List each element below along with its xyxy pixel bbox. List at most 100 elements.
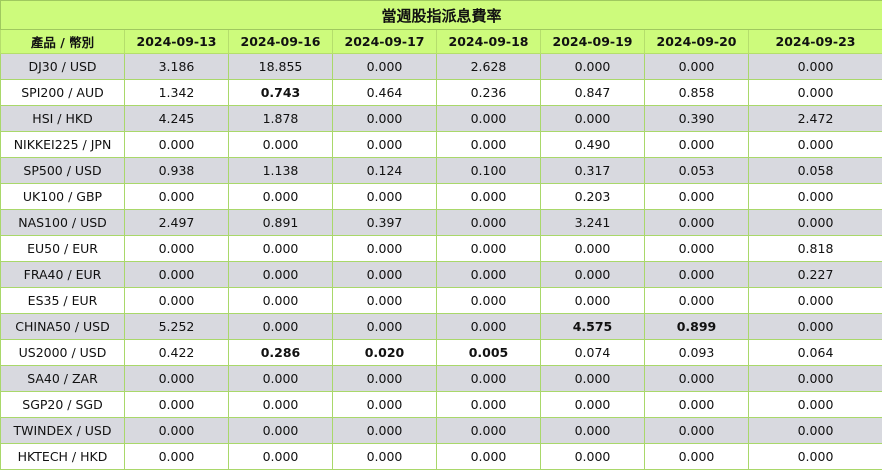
header-date: 2024-09-20: [645, 30, 749, 54]
rate-cell: 0.000: [125, 184, 229, 210]
rate-cell: 0.000: [229, 184, 333, 210]
rate-cell: 0.000: [437, 236, 541, 262]
rate-cell: 0.000: [229, 288, 333, 314]
rate-cell: 0.000: [437, 132, 541, 158]
product-cell: ES35 / EUR: [1, 288, 125, 314]
rate-cell: 0.000: [125, 288, 229, 314]
header-date: 2024-09-23: [749, 30, 882, 54]
rate-cell: 0.020: [333, 340, 437, 366]
rate-cell: 0.000: [541, 262, 645, 288]
rate-cell: 0.000: [229, 262, 333, 288]
header-row: 產品 / 幣別 2024-09-13 2024-09-16 2024-09-17…: [1, 30, 882, 54]
rate-cell: 0.000: [749, 314, 882, 340]
rate-cell: 0.000: [125, 392, 229, 418]
rate-cell: 0.891: [229, 210, 333, 236]
rate-cell: 0.000: [229, 366, 333, 392]
rate-cell: 0.743: [229, 80, 333, 106]
rate-cell: 0.074: [541, 340, 645, 366]
rate-cell: 0.000: [437, 392, 541, 418]
rate-cell: 0.000: [229, 444, 333, 470]
rate-cell: 0.000: [645, 444, 749, 470]
product-cell: HSI / HKD: [1, 106, 125, 132]
rate-cell: 0.203: [541, 184, 645, 210]
rate-cell: 0.000: [333, 314, 437, 340]
rate-cell: 3.186: [125, 54, 229, 80]
rate-cell: 0.000: [541, 236, 645, 262]
rate-cell: 0.464: [333, 80, 437, 106]
product-cell: TWINDEX / USD: [1, 418, 125, 444]
rate-cell: 0.000: [749, 184, 882, 210]
header-product: 產品 / 幣別: [1, 30, 125, 54]
rate-cell: 0.000: [541, 54, 645, 80]
rate-cell: 0.000: [645, 184, 749, 210]
rate-cell: 2.472: [749, 106, 882, 132]
rate-cell: 0.858: [645, 80, 749, 106]
rate-cell: 0.000: [749, 418, 882, 444]
rate-cell: 0.053: [645, 158, 749, 184]
rate-cell: 0.124: [333, 158, 437, 184]
rate-cell: 2.628: [437, 54, 541, 80]
product-cell: NIKKEI225 / JPN: [1, 132, 125, 158]
rate-cell: 0.000: [229, 132, 333, 158]
rate-cell: 0.000: [229, 418, 333, 444]
rate-cell: 0.000: [645, 132, 749, 158]
rate-cell: 0.000: [437, 314, 541, 340]
rate-cell: 0.000: [541, 392, 645, 418]
rate-cell: 5.252: [125, 314, 229, 340]
rate-cell: 4.575: [541, 314, 645, 340]
rate-cell: 0.000: [645, 288, 749, 314]
rate-cell: 0.397: [333, 210, 437, 236]
rate-cell: 0.000: [125, 236, 229, 262]
rate-cell: 0.000: [229, 314, 333, 340]
rate-cell: 0.000: [437, 262, 541, 288]
rate-cell: 0.064: [749, 340, 882, 366]
rate-cell: 0.317: [541, 158, 645, 184]
rate-cell: 0.093: [645, 340, 749, 366]
rate-cell: 0.390: [645, 106, 749, 132]
header-date: 2024-09-17: [333, 30, 437, 54]
rate-cell: 0.000: [541, 288, 645, 314]
rate-cell: 0.000: [645, 210, 749, 236]
rate-cell: 0.000: [645, 262, 749, 288]
table-title: 當週股指派息費率: [1, 1, 882, 30]
rate-cell: 0.000: [333, 184, 437, 210]
rate-cell: 0.000: [437, 418, 541, 444]
rate-cell: 0.899: [645, 314, 749, 340]
rate-cell: 0.000: [645, 236, 749, 262]
rate-cell: 0.227: [749, 262, 882, 288]
rate-cell: 0.938: [125, 158, 229, 184]
rate-cell: 0.000: [333, 288, 437, 314]
rate-cell: 0.000: [333, 444, 437, 470]
rate-cell: 0.000: [125, 418, 229, 444]
rate-cell: 0.100: [437, 158, 541, 184]
rate-cell: 0.847: [541, 80, 645, 106]
product-cell: DJ30 / USD: [1, 54, 125, 80]
rate-cell: 0.000: [437, 444, 541, 470]
rate-cell: 0.000: [333, 262, 437, 288]
rate-cell: 0.000: [749, 444, 882, 470]
rate-cell: 0.000: [437, 210, 541, 236]
rate-cell: 0.000: [437, 184, 541, 210]
rate-cell: 2.497: [125, 210, 229, 236]
rate-cell: 0.000: [749, 54, 882, 80]
rate-cell: 0.000: [229, 236, 333, 262]
rate-cell: 0.000: [333, 418, 437, 444]
rate-cell: 0.000: [333, 366, 437, 392]
rate-cell: 0.000: [749, 132, 882, 158]
rate-cell: 1.138: [229, 158, 333, 184]
product-cell: US2000 / USD: [1, 340, 125, 366]
rate-cell: 0.000: [333, 132, 437, 158]
rate-cell: 4.245: [125, 106, 229, 132]
rate-cell: 0.422: [125, 340, 229, 366]
